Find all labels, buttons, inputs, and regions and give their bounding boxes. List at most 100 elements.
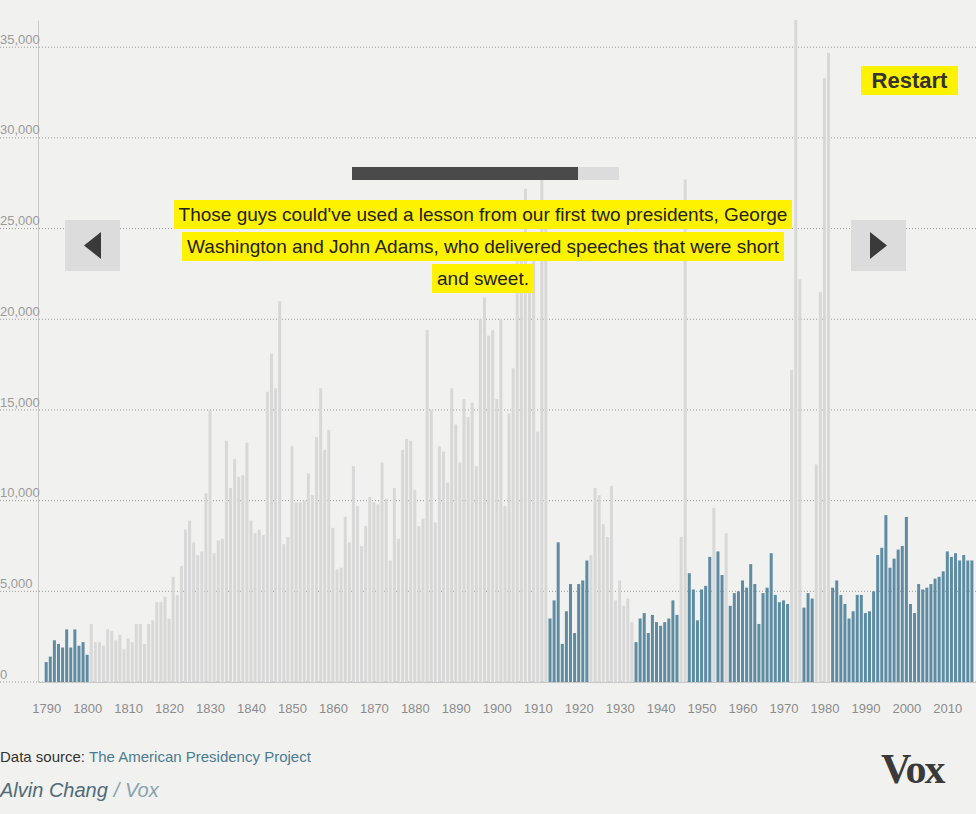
bar <box>401 450 404 682</box>
bar <box>487 336 490 682</box>
bar <box>553 600 556 682</box>
bar <box>708 557 711 682</box>
bar <box>884 515 887 682</box>
restart-button[interactable]: Restart <box>861 66 958 95</box>
bar <box>778 602 781 682</box>
x-axis: 1790180018101820183018401850186018701880… <box>32 682 976 716</box>
y-tick-label: 0 <box>0 667 7 682</box>
caption-line: and sweet. <box>432 264 534 293</box>
bar <box>495 399 498 682</box>
bar <box>372 502 375 682</box>
x-tick: 1840 <box>237 682 266 716</box>
bar <box>852 611 855 682</box>
x-tick: 1990 <box>851 682 880 716</box>
x-tick-label: 1910 <box>524 701 553 716</box>
next-button[interactable] <box>851 220 906 271</box>
x-tick-label: 1930 <box>606 701 635 716</box>
x-tick-label: 1800 <box>73 701 102 716</box>
bar <box>282 544 285 682</box>
bar <box>295 502 298 682</box>
bar <box>397 539 400 682</box>
bar <box>499 319 502 682</box>
y-tick-label: 25,000 <box>0 213 40 228</box>
bar <box>352 466 355 682</box>
bar <box>118 635 121 682</box>
x-tick: 1890 <box>442 682 471 716</box>
x-tick: 1960 <box>729 682 758 716</box>
x-tick: 1820 <box>155 682 184 716</box>
bar <box>278 301 281 682</box>
y-tick-label: 30,000 <box>0 122 40 137</box>
bar <box>73 629 76 682</box>
bar <box>364 526 367 682</box>
bar <box>270 354 273 682</box>
bar <box>970 560 973 682</box>
grid-line <box>0 47 976 48</box>
bar <box>647 633 650 682</box>
bar <box>102 646 105 682</box>
bar <box>561 644 564 682</box>
bar <box>946 551 949 682</box>
bar <box>643 613 646 682</box>
bar <box>409 441 412 682</box>
bar <box>839 595 842 682</box>
bar <box>483 297 486 682</box>
y-tick: 15,000 <box>0 395 40 411</box>
bar <box>393 488 396 682</box>
bar <box>65 629 68 682</box>
prev-button[interactable] <box>65 220 120 271</box>
x-tick-label: 1850 <box>278 701 307 716</box>
arrow-shape <box>870 232 887 259</box>
bar <box>938 577 941 682</box>
bar <box>69 648 72 682</box>
bar <box>811 599 814 682</box>
bar <box>512 368 515 682</box>
x-tick-label: 1880 <box>401 701 430 716</box>
bar <box>712 508 715 682</box>
x-tick-label: 1870 <box>360 701 389 716</box>
x-tick: 2000 <box>892 682 921 716</box>
bar <box>823 78 826 682</box>
bar <box>569 584 572 682</box>
bar <box>458 463 461 682</box>
bar <box>704 586 707 682</box>
bar <box>966 560 969 682</box>
y-tick: 20,000 <box>0 304 40 320</box>
bar <box>737 591 740 682</box>
bar <box>462 399 465 682</box>
bar <box>356 506 359 682</box>
bar <box>798 279 801 682</box>
bar <box>749 564 752 682</box>
bar <box>602 524 605 682</box>
caption-line: Washington and John Adams, who delivered… <box>182 232 784 261</box>
logo: Vox <box>881 745 943 793</box>
bar <box>106 629 109 682</box>
bar <box>630 622 633 682</box>
x-tick: 1970 <box>770 682 799 716</box>
bar <box>233 459 236 682</box>
bar <box>180 566 183 682</box>
bar <box>258 530 261 682</box>
bar <box>696 620 699 682</box>
bar <box>909 604 912 682</box>
y-tick-label: 20,000 <box>0 304 40 319</box>
bars <box>45 20 974 682</box>
bar <box>614 600 617 682</box>
bar <box>434 522 437 682</box>
bar <box>606 537 609 682</box>
bar <box>200 551 203 682</box>
source-link[interactable]: The American Presidency Project <box>89 748 311 765</box>
y-tick: 30,000 <box>0 122 40 138</box>
bar <box>86 655 89 682</box>
bar <box>819 292 822 682</box>
bar <box>925 588 928 682</box>
arrow-icon <box>851 220 906 271</box>
x-tick-label: 1970 <box>770 701 799 716</box>
bar <box>159 602 162 682</box>
bar <box>794 20 797 682</box>
byline: Alvin Chang/ Vox <box>0 779 159 802</box>
bar <box>544 229 547 682</box>
bar <box>581 580 584 682</box>
arrow-icon <box>65 220 120 271</box>
bar <box>524 189 527 682</box>
